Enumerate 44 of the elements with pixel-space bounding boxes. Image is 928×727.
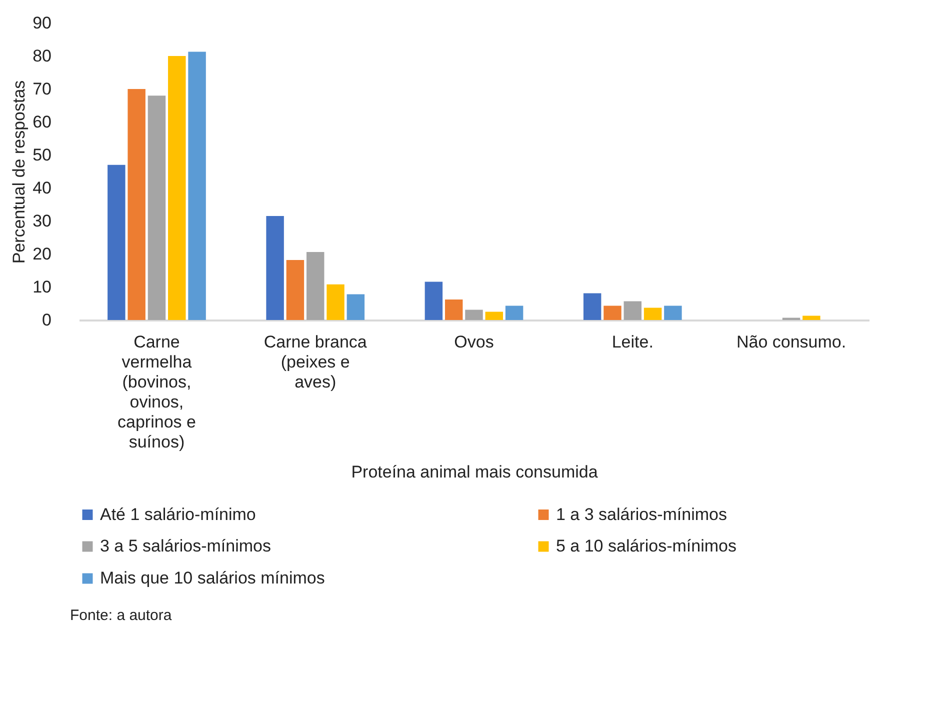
x-tick-label: Carne vermelha (bovinos, ovinos, caprinos e suínos) bbox=[118, 332, 196, 452]
y-tick-label: 10 bbox=[32, 278, 52, 296]
bar bbox=[266, 216, 284, 320]
bar bbox=[346, 294, 365, 320]
bar bbox=[802, 316, 820, 320]
bar bbox=[444, 300, 463, 320]
bar bbox=[306, 252, 324, 320]
y-tick-label: 50 bbox=[32, 146, 52, 164]
bar bbox=[485, 312, 504, 320]
bar bbox=[583, 293, 602, 320]
bar bbox=[624, 301, 642, 320]
bar bbox=[188, 52, 206, 320]
bar bbox=[505, 306, 524, 320]
bar bbox=[108, 164, 126, 320]
y-tick-label: 40 bbox=[32, 178, 52, 198]
y-tick-label: 70 bbox=[32, 80, 52, 98]
y-tick-label: 20 bbox=[32, 244, 52, 264]
legend-label: 3 a 5 salários-mínimos bbox=[100, 536, 272, 556]
y-axis-title: Percentual de respostas bbox=[10, 80, 29, 264]
x-tick-label: Carne branca (peixes e aves) bbox=[264, 332, 368, 392]
source-note: Fonte: a autora bbox=[70, 607, 173, 624]
bar bbox=[168, 56, 186, 320]
bar bbox=[644, 308, 662, 320]
x-tick-label: Ovos bbox=[454, 332, 494, 352]
bar bbox=[604, 306, 622, 320]
bar bbox=[148, 96, 166, 320]
legend-label: Até 1 salário-mínimo bbox=[100, 504, 256, 524]
bar bbox=[664, 306, 682, 320]
x-tick-label: Não consumo. bbox=[736, 332, 846, 352]
bar bbox=[128, 89, 146, 320]
bar bbox=[286, 260, 304, 320]
x-tick-label: Leite. bbox=[612, 332, 654, 352]
bar bbox=[465, 310, 483, 320]
y-tick-label: 60 bbox=[32, 112, 52, 132]
y-tick-label: 0 bbox=[42, 310, 52, 330]
y-tick-label: 80 bbox=[32, 46, 52, 66]
y-tick-label: 90 bbox=[32, 14, 52, 32]
y-tick-label: 30 bbox=[32, 212, 52, 230]
bar bbox=[326, 284, 344, 320]
legend-label: 5 a 10 salários-mínimos bbox=[556, 536, 736, 556]
bar bbox=[424, 282, 443, 320]
legend-label: Mais que 10 salários mínimos bbox=[100, 568, 325, 588]
x-axis-title: Proteína animal mais consumida bbox=[351, 462, 598, 482]
legend-label: 1 a 3 salários-mínimos bbox=[556, 504, 728, 524]
